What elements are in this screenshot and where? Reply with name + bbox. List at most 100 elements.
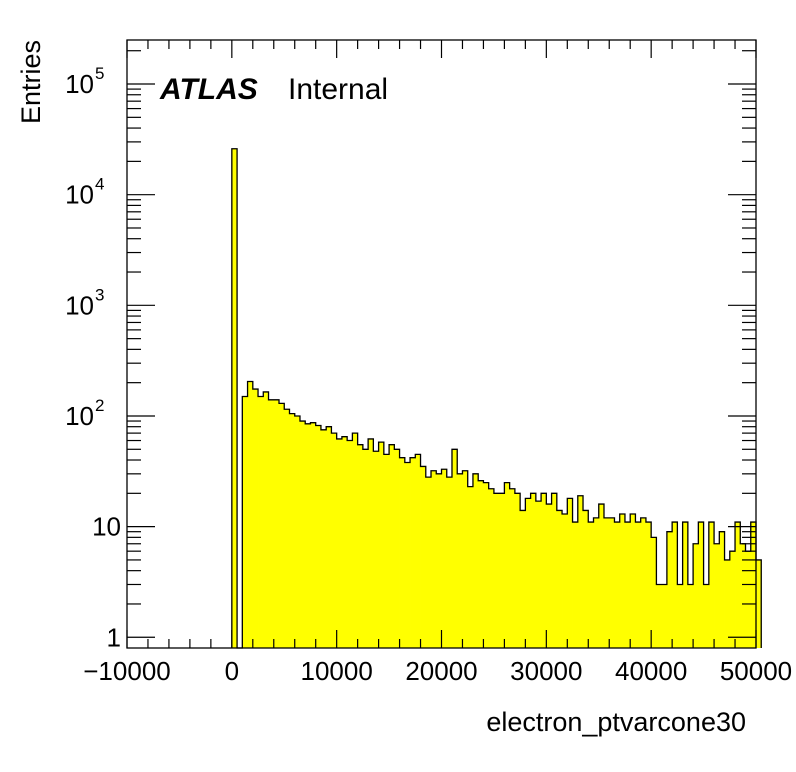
histogram-bin bbox=[467, 486, 474, 648]
histogram-bin bbox=[472, 473, 479, 648]
histogram-bin bbox=[504, 482, 511, 648]
histogram-bin bbox=[457, 473, 463, 648]
histogram-bin bbox=[630, 514, 636, 648]
histogram-bin bbox=[572, 522, 579, 648]
histogram-bin bbox=[520, 510, 526, 648]
x-axis-title: electron_ptvarcone30 bbox=[486, 707, 746, 737]
histogram-bin bbox=[394, 449, 400, 648]
histogram-bin bbox=[294, 415, 301, 648]
histogram-bin bbox=[708, 522, 715, 648]
histogram-bin bbox=[640, 517, 647, 648]
histogram-bin bbox=[399, 457, 406, 648]
histogram-bin bbox=[651, 537, 657, 648]
x-tick-label: 50000 bbox=[720, 656, 792, 686]
histogram-bin bbox=[331, 433, 338, 648]
histogram-bin bbox=[347, 440, 353, 648]
histogram-bin bbox=[258, 396, 264, 648]
histogram-bin bbox=[567, 498, 573, 648]
histogram-bin bbox=[583, 510, 589, 648]
y-tick-label: 10 bbox=[65, 180, 94, 210]
histogram-bin bbox=[724, 559, 731, 648]
x-tick-label: 20000 bbox=[405, 656, 477, 686]
histogram-bin bbox=[546, 504, 552, 648]
histogram-bin bbox=[735, 522, 741, 648]
histogram-bin bbox=[740, 543, 746, 648]
histogram-outline bbox=[231, 148, 762, 649]
histogram-bin bbox=[446, 477, 453, 648]
histogram-bin bbox=[609, 517, 615, 648]
y-tick-exponent: 4 bbox=[95, 175, 104, 194]
y-tick-label: 10 bbox=[92, 512, 121, 542]
histogram-bin bbox=[514, 493, 521, 648]
histogram-bin bbox=[677, 584, 684, 648]
histogram-bin bbox=[624, 522, 631, 648]
histogram-bin bbox=[714, 543, 720, 648]
histogram-bin bbox=[698, 522, 704, 648]
x-tick-label: −10000 bbox=[83, 656, 170, 686]
histogram-bin bbox=[577, 495, 584, 648]
histogram-bin bbox=[252, 389, 259, 648]
x-tick-label: 0 bbox=[225, 656, 239, 686]
histogram-bin bbox=[593, 517, 600, 648]
histogram-bin bbox=[299, 421, 306, 648]
histogram-bin bbox=[410, 457, 416, 648]
y-tick-label: 10 bbox=[65, 69, 94, 99]
y-axis-title: Entries bbox=[16, 40, 46, 124]
histogram-bin bbox=[488, 488, 495, 648]
histogram-bin bbox=[383, 454, 390, 648]
histogram-bin bbox=[352, 433, 359, 648]
histogram-bin bbox=[284, 409, 290, 648]
histogram-bin bbox=[305, 423, 311, 648]
histogram-bin bbox=[666, 531, 673, 648]
internal-label: Internal bbox=[288, 73, 388, 106]
histogram-bin bbox=[687, 584, 694, 648]
atlas-label: ATLAS bbox=[159, 73, 258, 106]
histogram-bin bbox=[357, 444, 364, 648]
histogram-bin bbox=[368, 438, 374, 648]
histogram-bin bbox=[247, 381, 254, 648]
histogram-bin bbox=[462, 470, 469, 648]
histogram-bin bbox=[483, 482, 490, 648]
histogram-bin bbox=[341, 436, 348, 648]
histogram-bin bbox=[541, 493, 547, 648]
histogram-bin bbox=[315, 425, 322, 648]
histogram-bin bbox=[310, 422, 317, 648]
histogram-bin bbox=[535, 501, 542, 648]
histogram-bin bbox=[672, 522, 678, 648]
y-tick-exponent: 2 bbox=[95, 396, 104, 415]
histogram-bin bbox=[425, 477, 432, 648]
histogram-bars bbox=[231, 148, 762, 648]
y-tick-exponent: 3 bbox=[95, 285, 104, 304]
histogram-bin bbox=[745, 551, 752, 648]
histogram-bin bbox=[420, 466, 427, 648]
histogram-bin bbox=[682, 522, 689, 648]
histogram-bin bbox=[389, 444, 395, 648]
histogram-bin bbox=[493, 493, 500, 648]
histogram-bin bbox=[556, 510, 563, 648]
histogram-bin bbox=[336, 438, 343, 648]
y-tick-label: 10 bbox=[65, 290, 94, 320]
y-tick-exponent: 5 bbox=[95, 64, 104, 83]
histogram-bin bbox=[530, 493, 537, 648]
histogram-bin bbox=[436, 473, 442, 648]
histogram-bin bbox=[242, 396, 248, 648]
histogram-bin bbox=[279, 403, 285, 648]
histogram-bin bbox=[273, 399, 280, 648]
histogram-bin bbox=[431, 470, 437, 648]
x-tick-label: 40000 bbox=[615, 656, 687, 686]
histogram-bin bbox=[415, 454, 421, 648]
histogram-bin bbox=[603, 517, 610, 648]
histogram-bin bbox=[551, 493, 558, 648]
y-tick-label: 10 bbox=[65, 401, 94, 431]
histogram-bin bbox=[693, 543, 699, 648]
histogram-bin bbox=[263, 391, 269, 648]
histogram-bin bbox=[451, 449, 458, 648]
histogram-bin bbox=[661, 584, 668, 648]
histogram-bin bbox=[562, 514, 568, 648]
histogram-bin bbox=[588, 522, 594, 648]
histogram-bin bbox=[478, 480, 484, 648]
histogram-bin bbox=[645, 522, 652, 648]
histogram-bin bbox=[378, 442, 385, 648]
